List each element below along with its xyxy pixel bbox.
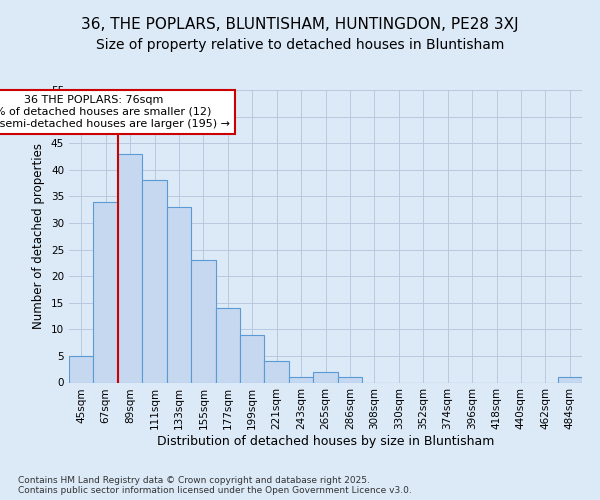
Bar: [338, 377, 362, 382]
Bar: [240, 334, 265, 382]
Text: Size of property relative to detached houses in Bluntisham: Size of property relative to detached ho…: [96, 38, 504, 52]
Text: 36 THE POPLARS: 76sqm
← 6% of detached houses are smaller (12)
94% of semi-detac: 36 THE POPLARS: 76sqm ← 6% of detached h…: [0, 96, 230, 128]
Bar: [142, 180, 167, 382]
Bar: [265, 361, 289, 382]
Text: 36, THE POPLARS, BLUNTISHAM, HUNTINGDON, PE28 3XJ: 36, THE POPLARS, BLUNTISHAM, HUNTINGDON,…: [81, 18, 519, 32]
Bar: [191, 260, 215, 382]
Bar: [167, 207, 191, 382]
Bar: [69, 356, 94, 382]
Bar: [289, 377, 313, 382]
Text: Contains HM Land Registry data © Crown copyright and database right 2025.
Contai: Contains HM Land Registry data © Crown c…: [18, 476, 412, 495]
Bar: [215, 308, 240, 382]
Bar: [94, 202, 118, 382]
Bar: [557, 377, 582, 382]
Bar: [313, 372, 338, 382]
Y-axis label: Number of detached properties: Number of detached properties: [32, 143, 46, 329]
Bar: [118, 154, 142, 382]
X-axis label: Distribution of detached houses by size in Bluntisham: Distribution of detached houses by size …: [157, 435, 494, 448]
